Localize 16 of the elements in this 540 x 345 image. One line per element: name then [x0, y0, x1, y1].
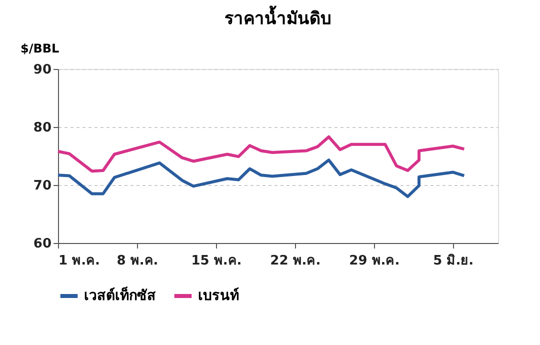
line-series	[56, 158, 466, 198]
x-tick-label: 22 พ.ค.	[270, 254, 321, 268]
y-tick-label: 60	[33, 236, 52, 252]
legend-label: เบรนท์	[198, 287, 239, 304]
x-tick-label: 8 พ.ค.	[116, 254, 158, 268]
x-tick-label: 1 พ.ค.	[58, 254, 100, 268]
y-tick-label: 80	[33, 120, 52, 136]
chart-title: ราคาน้ำมันดิบ	[224, 5, 332, 29]
x-tick-label: 29 พ.ค.	[349, 254, 400, 268]
y-tick-label: 90	[33, 62, 52, 78]
x-tick-label: 15 พ.ค.	[191, 254, 242, 268]
x-tick-label: 5 มิ.ย.	[433, 254, 474, 268]
y-axis-title: $/BBL	[20, 42, 60, 56]
legend-label: เวสต์เท็กซัส	[84, 286, 156, 304]
line-series	[56, 135, 466, 173]
y-tick-label: 70	[33, 178, 52, 194]
